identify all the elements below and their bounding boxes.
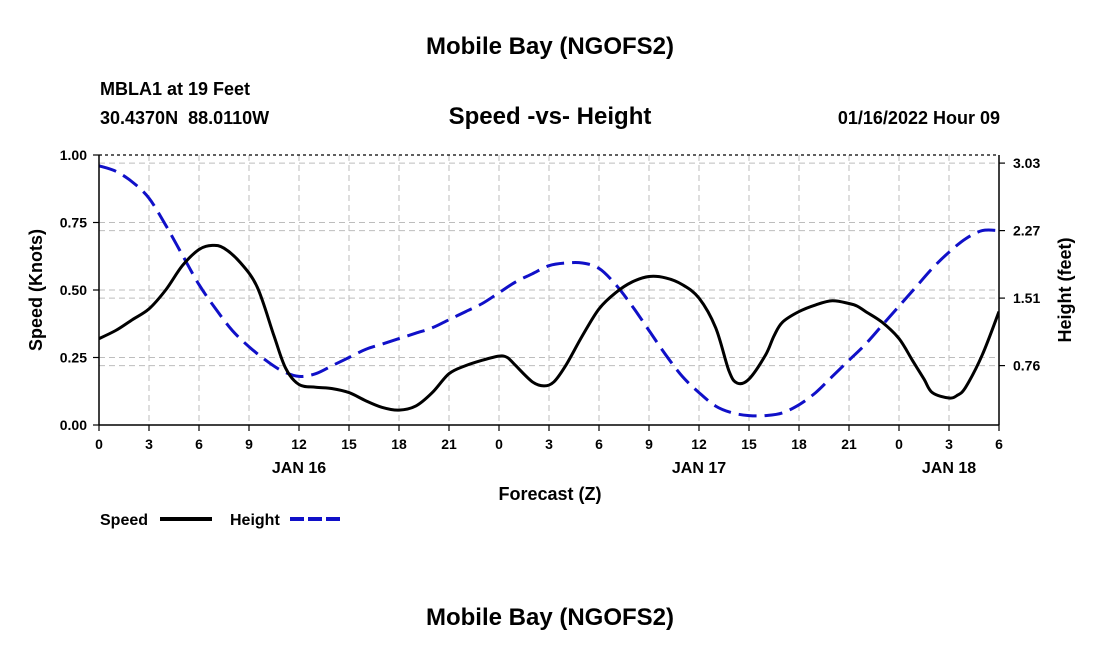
y-left-tick-label: 1.00	[60, 147, 87, 163]
legend-label-height: Height	[230, 512, 280, 529]
y-left-tick-label: 0.25	[60, 350, 87, 366]
x-tick-label: 6	[995, 436, 1003, 452]
x-tick-label: 3	[945, 436, 953, 452]
station-label: MBLA1 at 19 Feet	[100, 79, 250, 99]
x-tick-label: 9	[245, 436, 253, 452]
y-left-tick-label: 0.75	[60, 215, 87, 231]
x-tick-label: 0	[495, 436, 503, 452]
x-tick-label: 3	[545, 436, 553, 452]
x-tick-label: 12	[691, 436, 707, 452]
legend-label-speed: Speed	[100, 512, 148, 529]
y-right-tick-label: 3.03	[1013, 155, 1040, 171]
x-tick-label: 15	[341, 436, 357, 452]
x-tick-label: 9	[645, 436, 653, 452]
legend: Speed Height	[100, 512, 342, 529]
x-tick-label: 15	[741, 436, 757, 452]
y-right-tick-label: 1.51	[1013, 290, 1040, 306]
x-tick-label: 21	[841, 436, 857, 452]
series-layer	[99, 164, 999, 418]
x-tick-label: 0	[895, 436, 903, 452]
y-left-tick-label: 0.50	[60, 282, 87, 298]
y-axis-label-left: Speed (Knots)	[26, 229, 46, 351]
x-tick-label: 12	[291, 436, 307, 452]
ticks-layer: 0 3 6 9 12 15 18 21 0 3 6 9 12 15 18 21 0 3 6 JAN 16 JAN 17 J…	[60, 147, 1041, 477]
day-label: JAN 18	[922, 460, 976, 477]
x-tick-label: 6	[595, 436, 603, 452]
coordinates-label: 30.4370N 88.0110W	[100, 108, 269, 128]
x-tick-label: 21	[441, 436, 457, 452]
footer-title: Mobile Bay (NGOFS2)	[426, 604, 674, 631]
x-axis-label: Forecast (Z)	[498, 484, 601, 504]
center-title: Speed -vs- Height	[449, 103, 652, 130]
height-series-line	[99, 164, 999, 418]
y-right-tick-label: 0.76	[1013, 358, 1040, 374]
datetime-label: 01/16/2022 Hour 09	[838, 108, 1000, 128]
day-label: JAN 17	[672, 460, 726, 477]
y-axis-label-right: Height (feet)	[1055, 238, 1075, 343]
day-label: JAN 16	[272, 460, 326, 477]
x-tick-label: 18	[791, 436, 807, 452]
y-right-tick-label: 2.27	[1013, 223, 1040, 239]
x-tick-label: 0	[95, 436, 103, 452]
speed-series-line	[99, 243, 999, 412]
x-tick-label: 3	[145, 436, 153, 452]
grid-layer	[99, 155, 999, 425]
chart-title: Mobile Bay (NGOFS2)	[426, 33, 674, 60]
x-tick-label: 18	[391, 436, 407, 452]
y-left-tick-label: 0.00	[60, 417, 87, 433]
x-tick-label: 6	[195, 436, 203, 452]
